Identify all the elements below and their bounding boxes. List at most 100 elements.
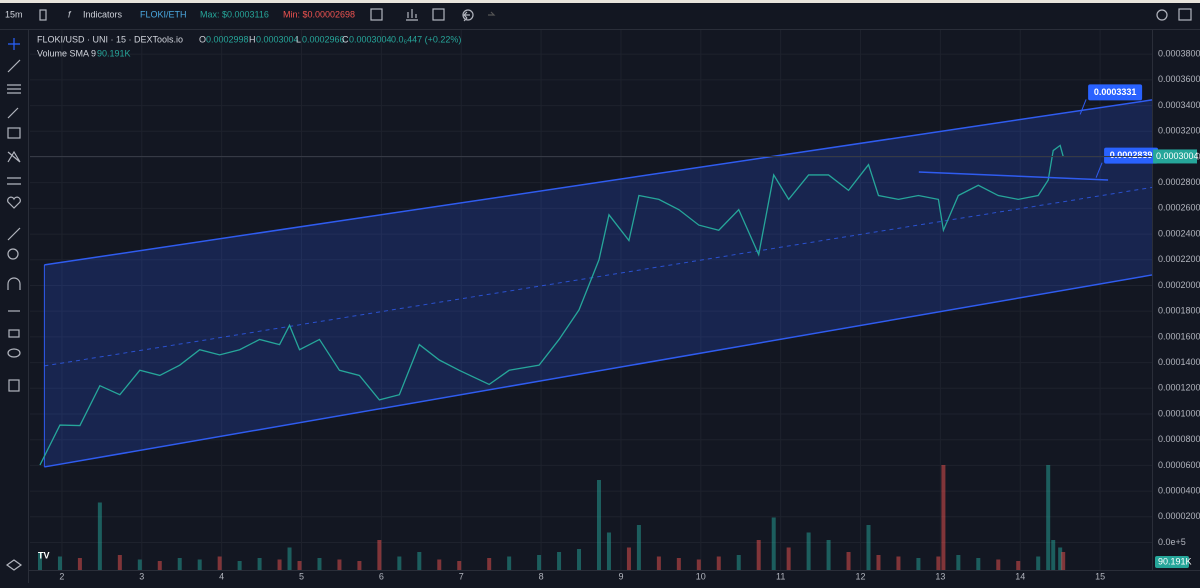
change-value: 0.0₆447 (+0.22%) bbox=[391, 34, 461, 44]
volume-bar bbox=[217, 556, 222, 570]
volume-bar bbox=[117, 555, 122, 570]
volume-bar bbox=[557, 552, 562, 570]
volume-bar bbox=[916, 558, 921, 570]
volume-tag-bg bbox=[1155, 556, 1189, 568]
y-tick-label: 0.0002200 bbox=[1158, 254, 1200, 264]
x-tick-label: 10 bbox=[696, 571, 706, 581]
brush-tool[interactable] bbox=[7, 107, 19, 119]
volume-bar bbox=[57, 556, 62, 570]
annotation-label: 0.0002839 bbox=[1110, 150, 1153, 160]
trend-line-tool[interactable] bbox=[7, 59, 21, 73]
volume-bar bbox=[806, 532, 811, 570]
volume-bar bbox=[457, 561, 462, 570]
close-value: 0.0003004 bbox=[349, 34, 392, 44]
volume-label: Volume SMA 9 bbox=[37, 48, 96, 58]
volume-bar bbox=[277, 559, 282, 570]
indicators-button[interactable]: Indicators bbox=[83, 9, 123, 19]
volume-bar bbox=[1036, 556, 1041, 570]
volume-bar bbox=[1016, 561, 1021, 570]
y-tick-label: 0.0000200 bbox=[1158, 511, 1200, 521]
channel-lower bbox=[44, 274, 1153, 468]
crosshair-tool[interactable] bbox=[8, 38, 20, 50]
volume-bar bbox=[197, 559, 202, 570]
volume-bar bbox=[37, 552, 42, 570]
annotation-pointer bbox=[1079, 99, 1087, 115]
delete-tool[interactable] bbox=[8, 379, 20, 392]
y-tick-label: 0.0002600 bbox=[1158, 203, 1200, 213]
volume-bar bbox=[377, 540, 382, 570]
x-tick-label: 13 bbox=[935, 571, 945, 581]
channel-mid bbox=[44, 186, 1153, 367]
y-tick-label: 0.0002000 bbox=[1158, 280, 1200, 290]
hide-tool[interactable] bbox=[7, 348, 21, 358]
ruler-tool[interactable] bbox=[7, 227, 21, 241]
y-tick-label: 0.0000400 bbox=[1158, 485, 1200, 495]
volume-bar bbox=[736, 555, 741, 570]
settings-icon-handle[interactable] bbox=[463, 17, 468, 22]
pair-link[interactable]: FLOKI/ETH bbox=[140, 9, 187, 19]
volume-bar bbox=[846, 552, 851, 570]
redo-icon[interactable] bbox=[488, 11, 496, 16]
snapshot-icon[interactable] bbox=[1178, 8, 1192, 21]
volume-bar bbox=[866, 525, 871, 570]
fib-tool[interactable] bbox=[7, 84, 21, 94]
magnet-tool[interactable] bbox=[7, 277, 21, 290]
min-price: Min: $0.00002698 bbox=[283, 9, 355, 19]
x-tick-label: 14 bbox=[1015, 571, 1025, 581]
volume-bar bbox=[257, 558, 262, 570]
symbol-title: FLOKI/USD · UNI · 15 · DEXTools.io bbox=[37, 34, 183, 44]
volume-bar bbox=[137, 559, 142, 570]
high-label: H bbox=[249, 34, 256, 44]
interval-button[interactable]: 15m bbox=[5, 9, 23, 19]
volume-bar bbox=[956, 555, 961, 570]
object-tree[interactable] bbox=[5, 559, 23, 571]
last-price-tag-bg bbox=[1153, 149, 1197, 164]
volume-bar bbox=[716, 556, 721, 570]
x-tick-label: 3 bbox=[139, 571, 144, 581]
volume-bar bbox=[417, 552, 422, 570]
volume-bar bbox=[876, 555, 881, 570]
prediction-tool[interactable] bbox=[7, 177, 21, 185]
volume-bar bbox=[357, 561, 362, 570]
volume-bar bbox=[1051, 540, 1056, 570]
favorites-tool[interactable] bbox=[7, 196, 21, 209]
volume-bar bbox=[896, 556, 901, 570]
fx-icon[interactable]: f bbox=[68, 9, 72, 19]
pattern-tool[interactable] bbox=[7, 150, 21, 163]
volume-bar bbox=[826, 540, 831, 570]
high-value: 0.0003004 bbox=[256, 34, 299, 44]
y-tick-label: 0.0003400 bbox=[1158, 100, 1200, 110]
x-tick-label: 9 bbox=[618, 571, 623, 581]
y-tick-label: 0.0000600 bbox=[1158, 460, 1200, 470]
volume-bar bbox=[626, 547, 631, 570]
volume-tag: 90.191K bbox=[1158, 556, 1192, 566]
close-label: C bbox=[342, 34, 349, 44]
tv-logo: TV bbox=[38, 550, 50, 560]
y-tick-label: 0.0001000 bbox=[1158, 408, 1200, 418]
zoom-tool[interactable] bbox=[7, 248, 19, 260]
price-line bbox=[39, 144, 1064, 466]
x-tick-label: 7 bbox=[459, 571, 464, 581]
volume-bar bbox=[1061, 552, 1066, 570]
text-tool[interactable] bbox=[7, 127, 21, 139]
volume-bar bbox=[756, 540, 761, 570]
annotation-box bbox=[1104, 147, 1159, 164]
compare-icon[interactable] bbox=[370, 8, 383, 21]
gear-icon[interactable] bbox=[1156, 9, 1168, 21]
settings-icon[interactable] bbox=[462, 9, 474, 21]
undo-icon[interactable] bbox=[462, 11, 470, 19]
lock-tool[interactable] bbox=[8, 329, 20, 338]
y-tick-label: 0.0001200 bbox=[1158, 383, 1200, 393]
volume-bar bbox=[577, 549, 582, 570]
x-tick-label: 5 bbox=[299, 571, 304, 581]
layout-icon[interactable] bbox=[432, 8, 445, 21]
x-tick-label: 8 bbox=[539, 571, 544, 581]
volume-bar bbox=[97, 502, 102, 570]
volume-bar bbox=[636, 525, 641, 570]
volume-sma: 90.191K bbox=[97, 48, 131, 58]
bar-style-icon[interactable] bbox=[39, 9, 47, 21]
annotation-pointer bbox=[1095, 162, 1103, 178]
y-tick-label: 0.0000800 bbox=[1158, 434, 1200, 444]
volume-bar bbox=[177, 558, 182, 570]
chart-icon[interactable] bbox=[406, 9, 418, 21]
